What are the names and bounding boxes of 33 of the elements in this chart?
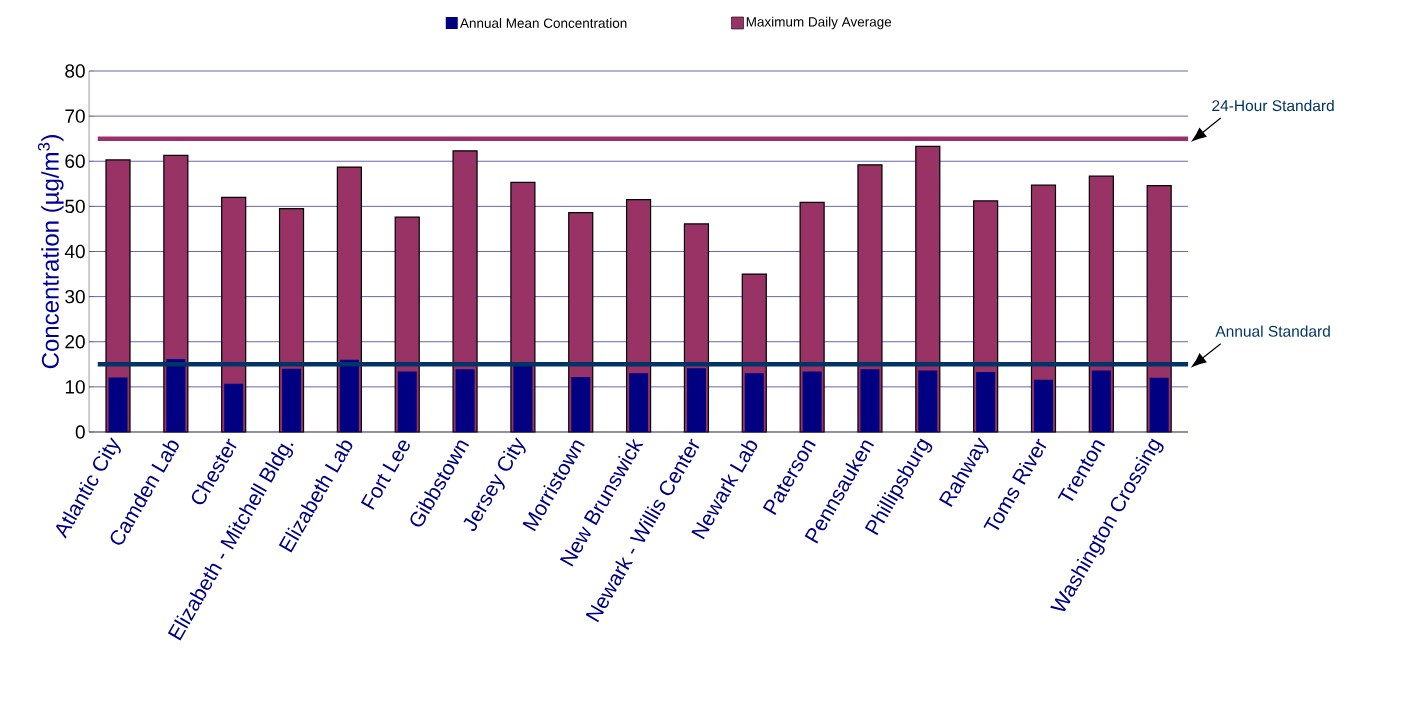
y-tick-label: 0 [75, 425, 85, 439]
ref-line-label: 24-Hour Standard [1212, 99, 1334, 112]
bar [1033, 379, 1053, 432]
bar [513, 364, 533, 432]
bar [339, 359, 359, 432]
bar [282, 368, 302, 432]
bar [802, 371, 822, 432]
bar [455, 369, 475, 432]
ref-line-label: Annual Standard [1215, 325, 1330, 337]
bar [571, 376, 591, 432]
y-tick-label: 50 [65, 199, 85, 214]
y-tick-label: 70 [65, 109, 85, 123]
bar [108, 377, 128, 432]
bar [976, 371, 996, 432]
legend-label: Maximum Daily Average [746, 16, 892, 30]
bar [1091, 370, 1111, 432]
bar [1149, 377, 1169, 432]
y-axis-title: Concentration (µg/m$^{3}$) [37, 135, 64, 369]
y-tick-label: 10 [65, 380, 85, 394]
bar [397, 371, 417, 432]
y-tick-label: 20 [65, 335, 85, 349]
y-tick-label: 30 [65, 289, 85, 304]
bar [744, 373, 764, 432]
y-tick-label: 80 [65, 64, 85, 78]
y-tick-label: 40 [64, 244, 85, 259]
bar [224, 383, 244, 432]
bar [686, 368, 706, 432]
bar [166, 358, 186, 432]
bar [918, 370, 938, 432]
y-tick-label: 60 [65, 154, 85, 168]
bar [629, 373, 649, 432]
legend-label: Annual Mean Concentration [459, 18, 627, 28]
bar [860, 369, 880, 432]
